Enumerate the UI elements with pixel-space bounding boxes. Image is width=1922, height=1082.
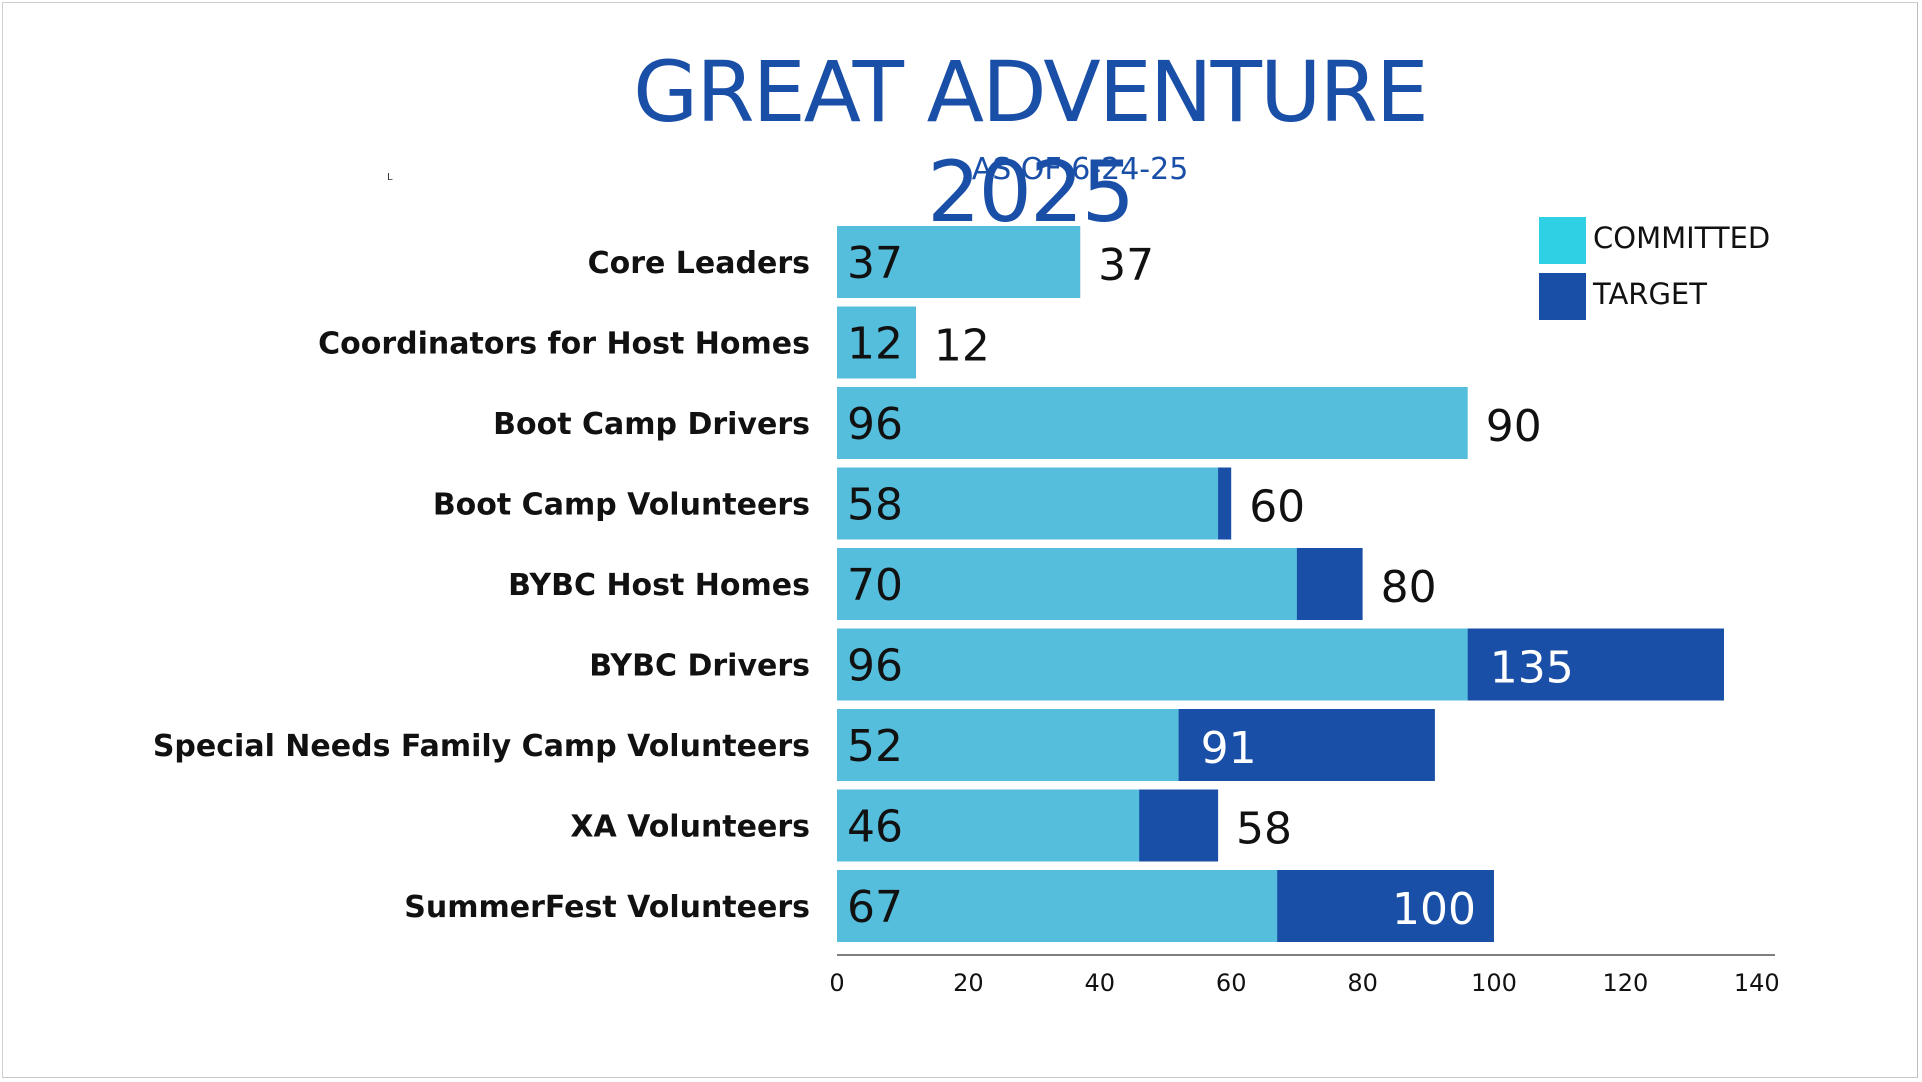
legend-swatch-committed xyxy=(1539,217,1586,264)
committed-value-label: 70 xyxy=(847,560,903,611)
target-value-label: 91 xyxy=(1201,723,1257,774)
committed-value-label: 96 xyxy=(847,399,903,450)
committed-bar xyxy=(837,467,1219,540)
target-value-label: 80 xyxy=(1381,562,1437,613)
x-tick-label: 0 xyxy=(829,969,844,997)
committed-bar xyxy=(837,387,1468,459)
target-value-label: 58 xyxy=(1236,804,1292,855)
stray-mark: L xyxy=(387,172,393,183)
committed-bar xyxy=(837,548,1297,620)
category-label: BYBC Drivers xyxy=(589,649,810,684)
target-value-label: 60 xyxy=(1249,482,1305,533)
x-tick-label: 140 xyxy=(1734,969,1780,997)
category-label: Coordinators for Host Homes xyxy=(318,327,810,362)
legend-label-committed: COMMITTED xyxy=(1593,221,1771,255)
category-label: SummerFest Volunteers xyxy=(404,890,810,925)
committed-value-label: 37 xyxy=(847,238,903,289)
committed-value-label: 96 xyxy=(847,641,903,692)
target-value-label: 90 xyxy=(1486,401,1542,452)
committed-bar xyxy=(837,709,1179,781)
category-label: XA Volunteers xyxy=(570,810,810,845)
committed-value-label: 67 xyxy=(847,882,903,933)
target-value-label: 37 xyxy=(1098,240,1154,291)
legend-label-target: TARGET xyxy=(1593,277,1707,311)
committed-value-label: 52 xyxy=(847,721,903,772)
committed-value-label: 46 xyxy=(847,802,903,853)
target-value-label: 12 xyxy=(934,321,990,372)
category-label: BYBC Host Homes xyxy=(508,568,810,603)
committed-bar xyxy=(837,306,916,379)
committed-bar xyxy=(837,789,1140,862)
committed-value-label: 58 xyxy=(847,480,903,531)
legend-swatch-target xyxy=(1539,273,1586,320)
category-label: Boot Camp Drivers xyxy=(493,407,810,442)
x-tick-label: 60 xyxy=(1216,969,1247,997)
target-value-label: 100 xyxy=(1392,884,1476,935)
x-tick-label: 80 xyxy=(1347,969,1378,997)
x-tick-label: 40 xyxy=(1085,969,1116,997)
x-tick-label: 20 xyxy=(953,969,984,997)
category-label: Core Leaders xyxy=(588,246,810,281)
x-tick-label: 120 xyxy=(1602,969,1648,997)
x-tick-label: 100 xyxy=(1471,969,1517,997)
chart-title: GREAT ADVENTURE 2025 xyxy=(633,43,1429,241)
committed-value-label: 12 xyxy=(847,319,903,370)
committed-bar xyxy=(837,628,1468,701)
committed-bar xyxy=(837,870,1278,942)
chart-subtitle: AS OF 6-24-25 xyxy=(971,152,1189,187)
category-label: Special Needs Family Camp Volunteers xyxy=(153,729,810,764)
target-value-label: 135 xyxy=(1490,643,1574,694)
category-label: Boot Camp Volunteers xyxy=(433,488,810,523)
committed-bar xyxy=(837,226,1081,298)
